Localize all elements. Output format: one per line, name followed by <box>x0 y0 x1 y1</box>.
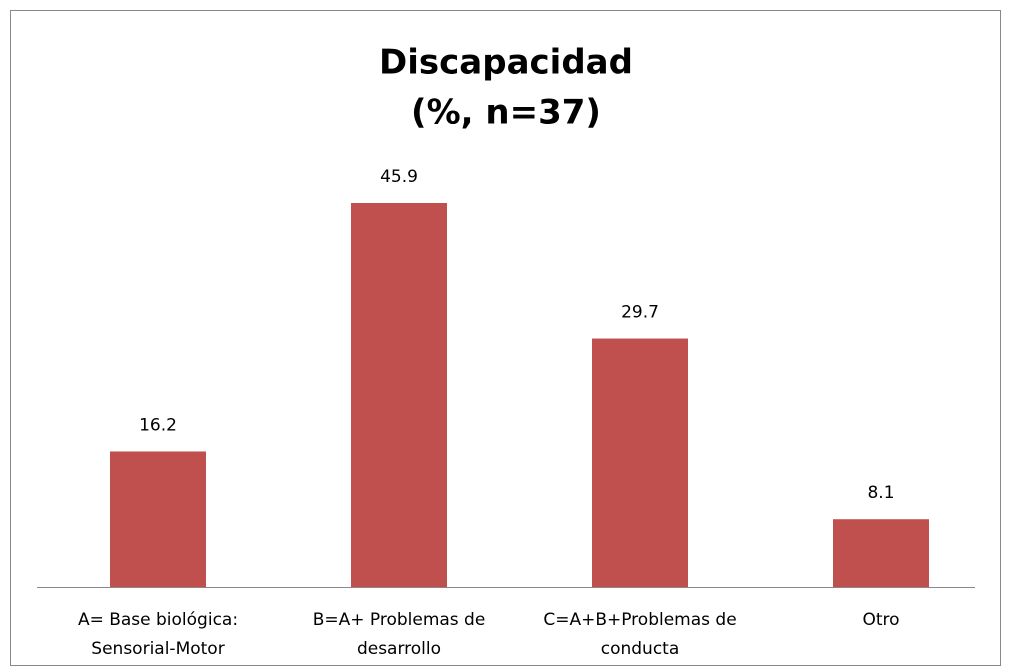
bar <box>110 451 206 587</box>
value-label: 8.1 <box>867 483 894 503</box>
x-tick-label: conducta <box>601 639 680 659</box>
x-tick-label: B=A+ Problemas de <box>313 610 486 630</box>
x-tick-label: desarrollo <box>357 639 441 659</box>
bar <box>833 519 929 587</box>
x-tick-label: Otro <box>862 610 899 630</box>
chart-title: Discapacidad <box>379 43 633 83</box>
value-label: 29.7 <box>621 303 659 323</box>
x-tick-label: C=A+B+Problemas de <box>543 610 736 630</box>
x-tick-label: Sensorial-Motor <box>91 639 224 659</box>
bar <box>351 203 447 587</box>
value-label: 16.2 <box>139 415 177 435</box>
value-label: 45.9 <box>380 167 418 187</box>
x-tick-label: A= Base biológica: <box>78 610 238 630</box>
chart-title: (%, n=37) <box>411 93 601 133</box>
bar <box>592 338 688 587</box>
